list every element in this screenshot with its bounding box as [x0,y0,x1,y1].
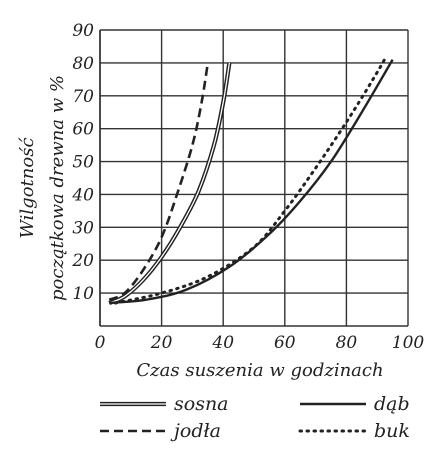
tick-labels: 0 20 40 60 80 100 10 20 30 40 50 60 70 80 90 [71,21,424,353]
legend-label-jodla: jodła [170,420,221,442]
series-line-jodla [108,62,210,301]
legend: sosna jodła dąb buk [100,393,410,442]
y-tick-label-2: 30 [72,218,94,238]
x-tick-label-3: 60 [274,333,296,353]
y-axis-label-line-1: Wilgotność [17,137,38,239]
series-line-sosna [108,62,232,305]
x-tick-label-5: 100 [392,333,425,353]
y-tick-label-7: 80 [72,54,94,74]
y-tick-label-8: 90 [72,21,94,41]
x-tick-label-2: 40 [211,333,234,353]
x-tick-label-4: 80 [336,333,358,353]
series-line-dab [109,58,394,305]
grid [99,29,409,327]
y-axis-label-line-2: początkowa drewna w % [47,75,68,301]
y-tick-label-5: 60 [72,120,94,140]
series-line-sosna-inner [108,62,231,304]
x-tick-label-0: 0 [95,333,106,353]
y-tick-label-3: 40 [71,185,94,205]
legend-label-sosna: sosna [174,393,229,415]
y-tick-label-4: 50 [72,153,94,173]
legend-label-buk: buk [374,420,410,442]
legend-label-dab: dąb [374,393,410,415]
y-tick-label-0: 10 [72,284,94,304]
x-tick-label-1: 20 [150,333,173,353]
plot-series [108,54,394,305]
y-tick-label-1: 20 [71,251,94,271]
x-axis-label: Czas suszenia w godzinach [136,360,383,381]
y-tick-label-6: 70 [72,87,94,107]
